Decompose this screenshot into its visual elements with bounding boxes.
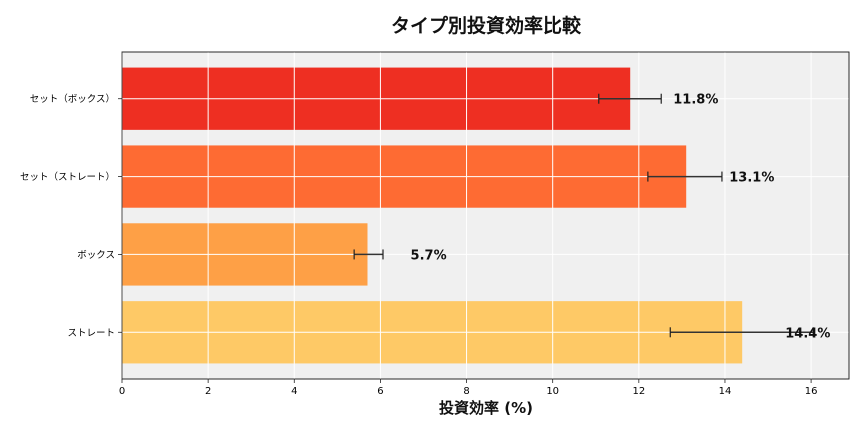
x-tick-label: 2 [205,386,211,397]
category-label: ストレート [67,328,115,339]
category-label: セット（ボックス） [30,93,115,105]
x-tick-label: 10 [546,386,559,397]
x-tick-label: 14 [719,386,732,397]
category-label: ボックス [77,250,115,261]
x-axis-label: 投資効率 (%) [439,399,533,417]
data-label: 14.4% [785,326,830,341]
x-tick-label: 16 [805,386,818,397]
x-tick-label: 6 [377,386,383,397]
chart-title: タイプ別投資効率比較 [391,14,582,37]
x-tick-label: 0 [119,386,125,397]
data-label: 11.8% [673,93,718,108]
x-tick-label: 12 [632,386,645,397]
category-label: セット（ストレート） [20,171,115,183]
x-tick-label: 4 [291,386,297,397]
data-label: 13.1% [729,171,774,186]
data-label: 5.7% [411,248,447,263]
x-tick-label: 8 [463,386,469,397]
